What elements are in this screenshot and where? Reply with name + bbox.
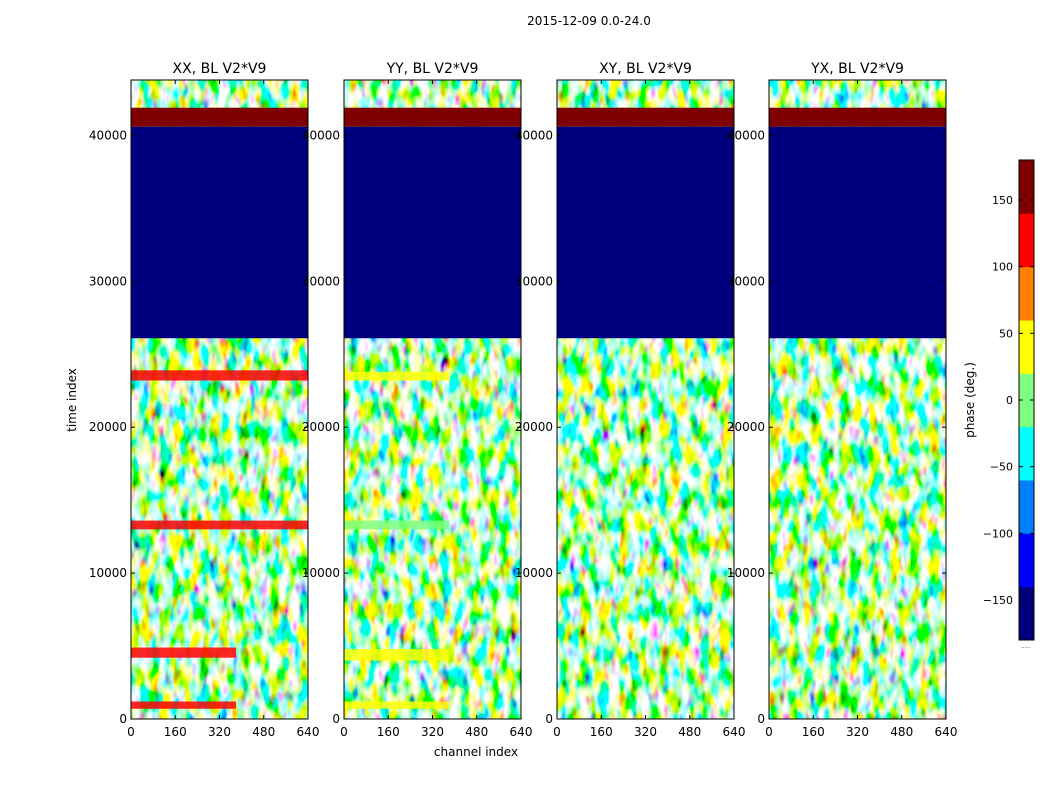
bright-band-3	[131, 701, 237, 709]
y-tick-label: 0	[545, 712, 553, 726]
figure-suptitle: 2015-12-09 0.0-24.0	[527, 14, 651, 28]
y-tick-label: 40000	[727, 128, 765, 142]
x-tick-label: 480	[890, 725, 913, 739]
x-tick-label: 320	[634, 725, 657, 739]
colorbar-segment	[1019, 320, 1034, 374]
y-tick-label: 30000	[89, 274, 127, 288]
colorbar-tick-label: 150	[992, 194, 1013, 207]
panels-group: XX, BL V2*V9 0 160 320 480 640 0 10000 20000 3000…	[89, 61, 958, 739]
panel-title: XX, BL V2*V9	[173, 61, 267, 77]
x-tick-label: 320	[208, 725, 231, 739]
y-tick-label: 10000	[302, 566, 340, 580]
colorbar: 150 100 50 0 −50 −100 −150	[983, 159, 1035, 641]
colorbar-segment	[1019, 426, 1034, 481]
x-tick-label: 0	[765, 725, 773, 739]
colorbar-segment	[1019, 213, 1034, 268]
colorbar-footer: ......	[1021, 644, 1031, 650]
y-tick-label: 30000	[515, 274, 553, 288]
panel-title: XY, BL V2*V9	[599, 61, 692, 77]
x-tick-label: 160	[590, 725, 613, 739]
x-tick-label: 480	[252, 725, 275, 739]
x-tick-label: 640	[935, 725, 958, 739]
colorbar-tick-label: 50	[999, 327, 1013, 340]
x-tick-label: 480	[465, 725, 488, 739]
x-tick-label: 0	[127, 725, 135, 739]
bright-band-2	[344, 371, 450, 381]
colorbar-segment	[1019, 533, 1034, 588]
bright-band-1	[344, 520, 450, 530]
colorbar-tick-label: −50	[990, 461, 1013, 474]
x-tick-label: 640	[510, 725, 533, 739]
y-tick-label: 20000	[515, 420, 553, 434]
y-tick-label: 30000	[302, 274, 340, 288]
panel-0: XX, BL V2*V9 0 160 320 480 640 0 10000 20000 3000…	[89, 61, 320, 739]
x-tick-label: 160	[377, 725, 400, 739]
x-tick-label: 160	[802, 725, 825, 739]
colorbar-label: phase (deg.)	[963, 362, 977, 438]
colorbar-tick-label: −150	[983, 594, 1013, 607]
constant-region-1	[131, 107, 308, 127]
x-tick-label: 320	[421, 725, 444, 739]
y-tick-label: 40000	[302, 128, 340, 142]
constant-region-1	[557, 107, 734, 127]
constant-region-1	[344, 107, 521, 127]
colorbar-segment	[1019, 266, 1034, 321]
bright-band-0	[131, 647, 237, 658]
colorbar-segment	[1019, 586, 1034, 641]
y-tick-label: 10000	[89, 566, 127, 580]
panel-3: YX, BL V2*V9 0 160 320 480 640 0 10000 20000 3000…	[727, 61, 958, 739]
bright-band-2	[131, 370, 308, 381]
y-tick-label: 10000	[727, 566, 765, 580]
constant-region-0	[557, 126, 734, 339]
y-tick-label: 0	[757, 712, 765, 726]
y-tick-label: 20000	[89, 420, 127, 434]
y-tick-label: 40000	[515, 128, 553, 142]
constant-region-0	[769, 126, 946, 339]
colorbar-tick-label: 100	[992, 261, 1013, 274]
constant-region-0	[344, 126, 521, 339]
panel-1: YY, BL V2*V9 0 160 320 480 640 0 10000 20000 3000…	[302, 61, 533, 739]
constant-region-0	[131, 126, 308, 339]
bright-band-3	[344, 701, 450, 709]
colorbar-segment	[1019, 480, 1034, 534]
colorbar-tick-label: −100	[983, 527, 1013, 540]
y-tick-label: 20000	[302, 420, 340, 434]
x-tick-label: 640	[297, 725, 320, 739]
x-tick-label: 0	[340, 725, 348, 739]
y-tick-label: 40000	[89, 128, 127, 142]
x-tick-label: 160	[164, 725, 187, 739]
y-tick-label: 30000	[727, 274, 765, 288]
bright-band-0	[344, 648, 450, 661]
x-tick-label: 480	[678, 725, 701, 739]
x-axis-label: channel index	[434, 745, 518, 759]
colorbar-segment	[1019, 160, 1034, 214]
y-tick-label: 0	[332, 712, 340, 726]
y-axis-label: time index	[65, 368, 79, 432]
y-tick-label: 20000	[727, 420, 765, 434]
colorbar-segment	[1019, 373, 1034, 428]
x-tick-label: 640	[723, 725, 746, 739]
panel-title: YY, BL V2*V9	[386, 61, 479, 77]
y-tick-label: 0	[119, 712, 127, 726]
x-tick-label: 0	[553, 725, 561, 739]
y-tick-label: 10000	[515, 566, 553, 580]
constant-region-1	[769, 107, 946, 127]
bright-band-1	[131, 520, 308, 530]
panel-2: XY, BL V2*V9 0 160 320 480 640 0 10000 20000 3000…	[515, 61, 746, 739]
x-tick-label: 320	[846, 725, 869, 739]
colorbar-tick-label: 0	[1006, 394, 1013, 407]
panel-title: YX, BL V2*V9	[810, 61, 904, 77]
